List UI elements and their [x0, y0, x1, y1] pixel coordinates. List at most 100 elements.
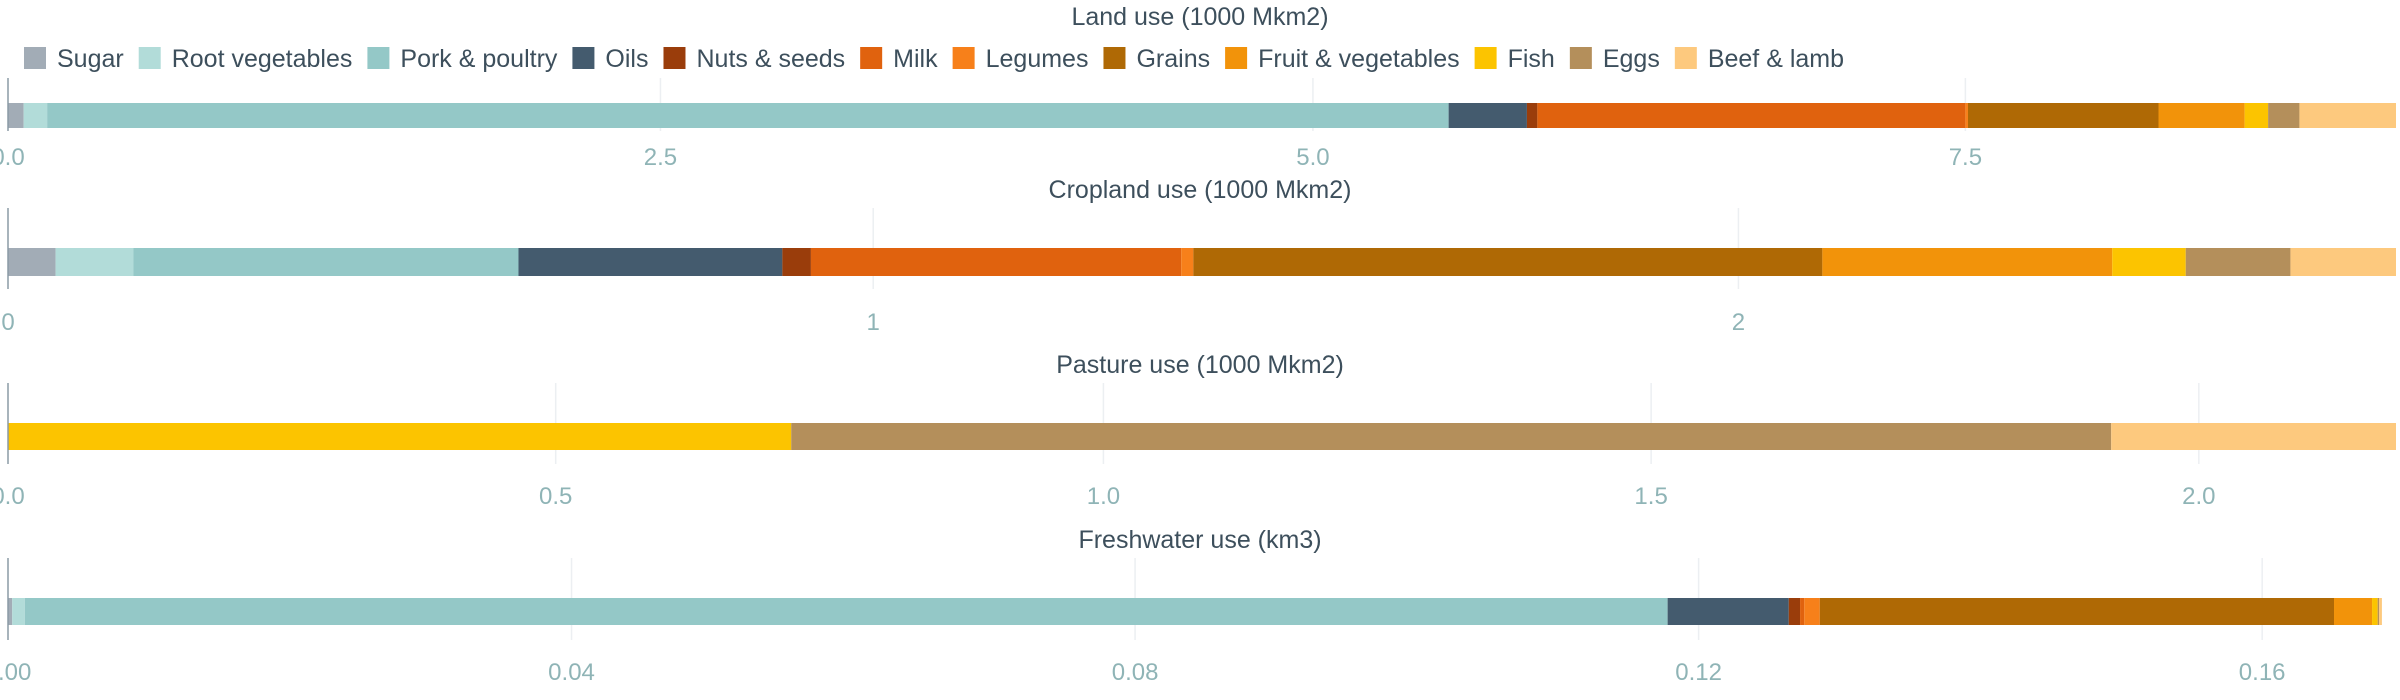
legend-swatch — [1569, 47, 1592, 69]
bar-segment-pork-and-poultry — [47, 103, 1449, 128]
legend-item-eggs[interactable]: Eggs — [1569, 45, 1660, 73]
bar-segment-fish — [2112, 248, 2186, 276]
tick-label: 1.5 — [1634, 483, 1667, 510]
legend-label: Milk — [893, 45, 938, 73]
panel-title: Land use (1000 Mkm2) — [1071, 3, 1328, 31]
tick-label: 0.0 — [0, 144, 25, 171]
bar-segment-beef-and-lamb — [2111, 423, 2396, 450]
legend-item-grains[interactable]: Grains — [1103, 45, 1210, 73]
bar-segment-eggs — [2268, 103, 2300, 128]
legend-item-pork-and-poultry[interactable]: Pork & poultry — [367, 45, 558, 73]
bar-segment-sugar — [8, 103, 24, 128]
legend-label: Root vegetables — [172, 45, 353, 73]
bar-segment-oils — [518, 248, 783, 276]
bar-segment-sugar — [8, 248, 56, 276]
bar-segment-eggs — [791, 423, 2112, 450]
panel-title: Pasture use (1000 Mkm2) — [1056, 351, 1344, 379]
bar-segment-milk — [1537, 103, 1966, 128]
legend-swatch — [860, 47, 883, 69]
tick-label: 0 — [1, 309, 14, 336]
bar-segment-grains — [1193, 248, 1823, 276]
bar-segment-pork-and-poultry — [133, 248, 519, 276]
tick-label: 0.0 — [0, 483, 25, 510]
legend-swatch — [138, 47, 161, 69]
legend-swatch — [663, 47, 686, 69]
legend-swatch — [1103, 47, 1126, 69]
legend: Sugar Root vegetables Pork & poultry Oils Nu… — [24, 45, 1844, 73]
bar-segment-grains — [1819, 598, 2335, 625]
bar-segment-legumes — [1804, 598, 1820, 625]
tick-label: 2 — [1732, 309, 1745, 336]
panel-title: Freshwater use (km3) — [1078, 526, 1321, 554]
bar-segment-nuts-and-seeds — [1788, 598, 1801, 625]
bar-segment-fruit-and-vegetables — [1822, 248, 2113, 276]
legend-item-milk[interactable]: Milk — [860, 45, 938, 73]
legend-label: Eggs — [1603, 45, 1660, 73]
tick-label: 0.04 — [548, 659, 595, 686]
panel-land-use: Land use (1000 Mkm2) 0.0 2.5 5.0 7.5 — [0, 3, 2396, 171]
legend-item-beef-and-lamb[interactable]: Beef & lamb — [1674, 45, 1844, 73]
bar-segment-root-vegetables — [23, 103, 48, 128]
bar-segment-milk — [1800, 598, 1805, 625]
legend-label: Grains — [1136, 45, 1210, 73]
tick-label: 0.00 — [0, 659, 31, 686]
bar-segment-legumes — [1181, 248, 1194, 276]
legend-item-legumes[interactable]: Legumes — [952, 45, 1089, 73]
tick-label: 7.5 — [1949, 144, 1982, 171]
bar-segment-legumes — [1965, 103, 1968, 128]
legend-swatch — [367, 47, 390, 69]
bar-segment-beef-and-lamb — [2379, 598, 2382, 625]
legend-label: Pork & poultry — [400, 45, 558, 73]
bar-segment-nuts-and-seeds — [782, 248, 811, 276]
bar-segment-milk — [810, 248, 1182, 276]
legend-label: Fish — [1508, 45, 1555, 73]
bar-segment-root-vegetables — [55, 248, 134, 276]
bar-segment-oils — [1448, 103, 1527, 128]
bar-segment-fish — [2244, 103, 2269, 128]
tick-label: 1.0 — [1087, 483, 1120, 510]
legend-item-root-vegetables[interactable]: Root vegetables — [138, 45, 353, 73]
tick-label: 1 — [867, 309, 880, 336]
bar-segment-fruit-and-vegetables — [2158, 103, 2245, 128]
bar-segment-nuts-and-seeds — [1526, 103, 1538, 128]
legend-swatch — [1674, 47, 1697, 69]
legend-swatch — [952, 47, 975, 69]
legend-item-sugar[interactable]: Sugar — [24, 45, 124, 73]
tick-label: 5.0 — [1296, 144, 1329, 171]
bar-segment-eggs — [2377, 598, 2380, 625]
legend-swatch — [1474, 47, 1497, 69]
bar-segment-beef-and-lamb — [2299, 103, 2396, 128]
bar-segment-eggs — [2185, 248, 2291, 276]
bar-segment-root-vegetables — [12, 598, 25, 625]
legend-item-fruit-and-vegetables[interactable]: Fruit & vegetables — [1225, 45, 1460, 73]
tick-label: 0.16 — [2239, 659, 2286, 686]
tick-label: 0.5 — [539, 483, 572, 510]
legend-label: Sugar — [57, 45, 124, 73]
bar-segment-pork-and-poultry — [24, 598, 1668, 625]
legend-label: Legumes — [986, 45, 1089, 73]
tick-label: 2.5 — [644, 144, 677, 171]
panel-freshwater-use: Freshwater use (km3) 0.00 0.04 0.08 0.12 0.16 — [0, 526, 2382, 686]
legend-swatch — [572, 47, 595, 69]
legend-item-fish[interactable]: Fish — [1474, 45, 1555, 73]
bar-segment-grains — [1967, 103, 2159, 128]
legend-item-oils[interactable]: Oils — [572, 45, 648, 73]
legend-label: Oils — [605, 45, 648, 73]
legend-label: Nuts & seeds — [696, 45, 845, 73]
bar-segment-fruit-and-vegetables — [2334, 598, 2373, 625]
panel-pasture-use: Pasture use (1000 Mkm2) 0.0 0.5 1.0 1.5 2.0 — [0, 351, 2396, 510]
legend-label: Beef & lamb — [1708, 45, 1844, 73]
bar-segment-fish — [8, 423, 792, 450]
legend-swatch — [24, 47, 46, 69]
bar-segment-oils — [1667, 598, 1789, 625]
bar-segment-fish — [2372, 598, 2378, 625]
legend-label: Fruit & vegetables — [1258, 45, 1460, 73]
tick-label: 0.08 — [1112, 659, 1159, 686]
legend-item-nuts-and-seeds[interactable]: Nuts & seeds — [663, 45, 845, 73]
bar-segment-beef-and-lamb — [2290, 248, 2396, 276]
panel-cropland-use: Cropland use (1000 Mkm2) 0 1 2 — [1, 176, 2396, 336]
bar-segment-sugar — [8, 598, 13, 625]
tick-label: 2.0 — [2182, 483, 2215, 510]
legend-swatch — [1225, 47, 1248, 69]
